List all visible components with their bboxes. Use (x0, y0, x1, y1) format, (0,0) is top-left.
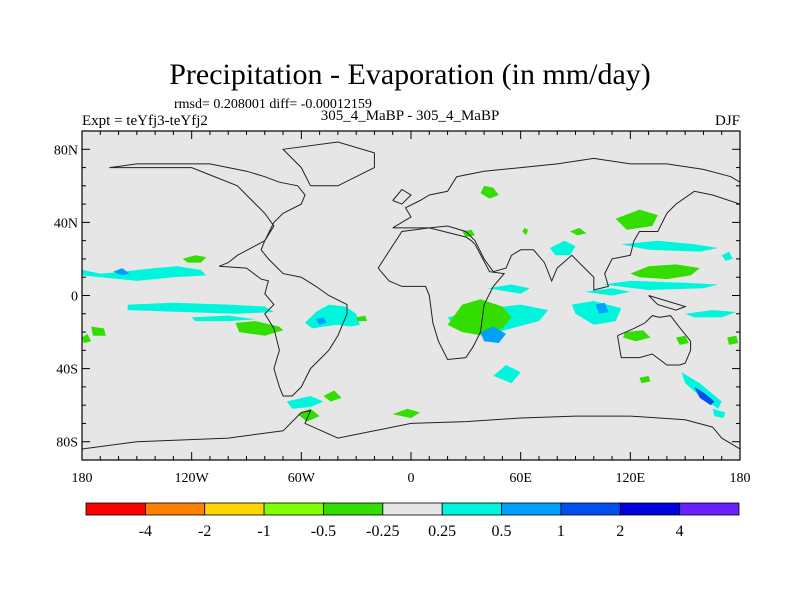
anomaly-region (113, 268, 130, 276)
colorbar-swatch (204, 502, 265, 516)
anomaly-region (356, 315, 368, 322)
anomaly-region (639, 375, 651, 384)
colorbar-swatch (263, 502, 324, 516)
anomaly-region (685, 310, 737, 318)
colorbar-swatch (144, 502, 206, 516)
anomaly-region (286, 396, 324, 409)
y-tick-label: 80S (56, 436, 78, 451)
anomaly-region (694, 386, 715, 406)
anomaly-region (480, 326, 506, 343)
anomaly-region (82, 266, 207, 281)
x-tick-label: 120E (616, 471, 646, 486)
colorbar-label: 2 (616, 523, 624, 540)
season-label: DJF (715, 113, 740, 129)
x-tick-label: 60W (288, 471, 316, 486)
coastline (282, 141, 375, 187)
coastline (392, 188, 412, 205)
y-tick-label: 40N (54, 216, 78, 231)
colorbar-label: 0.25 (428, 523, 456, 540)
anomaly-region (676, 335, 689, 345)
anomaly-region (182, 255, 207, 263)
map-plot (81, 130, 741, 461)
x-tick-label: 120W (175, 471, 210, 486)
anomaly-region (570, 227, 587, 236)
colorbar-label: -1 (257, 523, 270, 540)
anomaly-region (480, 185, 499, 199)
coastline (82, 409, 740, 450)
anomaly-region (493, 365, 521, 384)
x-axis: 180 120W 60W 0 60E 120E 180 (72, 131, 751, 486)
anomaly-region (712, 408, 726, 418)
colorbar-swatch (679, 502, 740, 516)
coastline (648, 295, 687, 311)
coastline (109, 163, 348, 397)
y-axis: 80N 40N 0 40S 80S (54, 143, 740, 451)
colorbar-label: 4 (676, 523, 684, 540)
anomaly-region (316, 317, 327, 325)
y-tick-label: 40S (56, 363, 78, 378)
anomaly-region (549, 240, 576, 256)
colorbar-label: 0.5 (492, 523, 512, 540)
colorbar-swatch (85, 502, 146, 516)
land-outlines (82, 141, 740, 450)
x-tick-label: 60E (509, 471, 532, 486)
left-label: Expt = teYfj3-teYfj2 (82, 113, 208, 129)
colorbar-swatch (382, 502, 443, 516)
colorbar-swatch (560, 502, 621, 516)
anomaly-region (623, 330, 651, 342)
anomaly-region (323, 390, 342, 402)
chart-title: Precipitation - Evaporation (in mm/day) (169, 58, 651, 91)
map-background (82, 131, 740, 460)
anomaly-region (727, 335, 739, 345)
center-label: 305_4_MaBP - 305_4_MaBP (321, 108, 500, 124)
anomaly-region (91, 326, 106, 336)
anomaly-region (630, 264, 700, 280)
x-tick-label: 180 (730, 471, 751, 486)
colorbar-swatch (441, 502, 502, 516)
anomaly-region (615, 209, 658, 230)
anomaly-region (595, 302, 609, 314)
anomaly-region (602, 280, 719, 290)
anomaly-region (487, 284, 530, 294)
colorbar-swatch (619, 502, 681, 516)
x-tick-label: 0 (408, 471, 415, 486)
anomaly-region (447, 299, 512, 336)
colorbar-label: -0.25 (366, 523, 399, 540)
colorbar-swatch (323, 502, 384, 516)
anomaly-region (721, 251, 733, 261)
colorbar-label: -4 (139, 523, 152, 540)
stats-line: rmsd= 0.208001 diff= -0.00012159 (174, 97, 372, 112)
anomaly-region (82, 333, 92, 343)
anomaly-region (392, 408, 421, 418)
y-tick-label: 0 (71, 290, 78, 305)
anomaly-regions (82, 185, 739, 422)
anomaly-region (191, 315, 256, 322)
anomaly-region (584, 288, 631, 296)
colorbar-swatch (501, 502, 562, 516)
colorbar-label: -2 (198, 523, 211, 540)
colorbar-label: 1 (557, 523, 565, 540)
anomaly-region (522, 227, 528, 236)
anomaly-region (127, 302, 274, 314)
anomaly-region (621, 240, 719, 252)
coastline (617, 315, 692, 366)
anomaly-region (571, 301, 622, 325)
colorbar: -4 -2 -1 -0.5 -0.25 0.25 0.5 1 2 4 (85, 502, 740, 540)
colorbar-label: -0.5 (311, 523, 336, 540)
y-tick-label: 80N (54, 143, 78, 158)
coastline (377, 227, 506, 361)
coastline (392, 157, 740, 291)
x-tick-label: 180 (72, 471, 93, 486)
